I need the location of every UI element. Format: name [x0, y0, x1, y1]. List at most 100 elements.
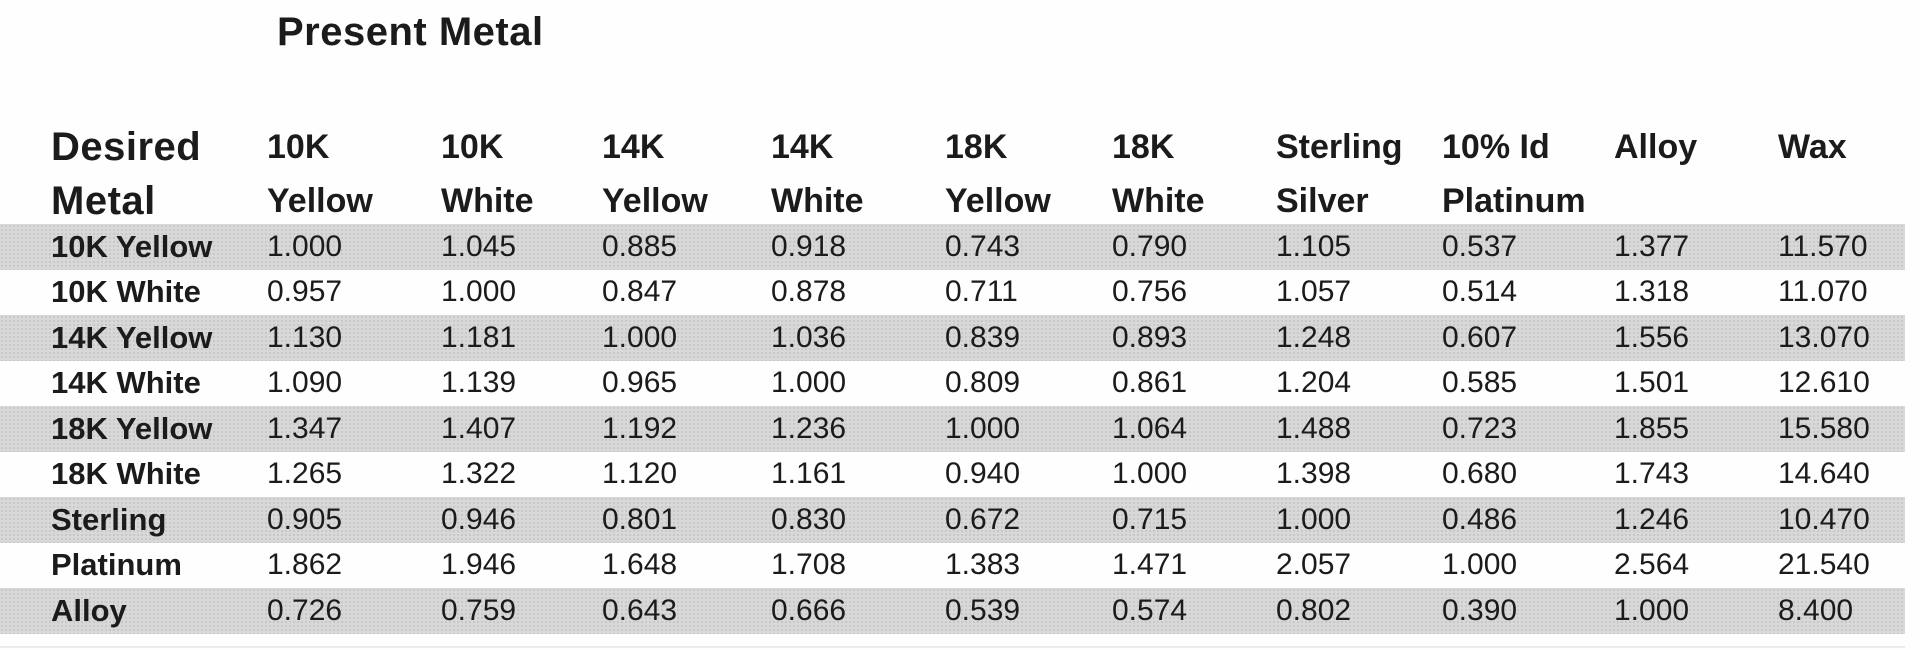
- cell-value: 1.471: [1112, 548, 1188, 582]
- cell-value: 1.265: [267, 457, 343, 491]
- column-header-line1: 10K: [441, 128, 504, 166]
- cell-value: 1.045: [441, 229, 517, 263]
- cell-value: 11.070: [1778, 275, 1868, 309]
- cell-value: 0.847: [602, 275, 678, 309]
- column-header-line2: Wax: [1778, 128, 1847, 166]
- cell-value: 1.064: [1112, 411, 1188, 445]
- cell-value: 0.893: [1112, 320, 1188, 354]
- table-row-14k-white: 14K White 1.090 1.139 0.965 1.000 0.809 …: [0, 361, 1905, 407]
- cell-value: 1.855: [1614, 411, 1690, 445]
- cell-value: 1.139: [441, 366, 517, 400]
- column-header-line1: 10% Id: [1442, 128, 1550, 166]
- cell-value: 2.057: [1276, 548, 1352, 582]
- cell-value: 21.540: [1778, 548, 1870, 582]
- column-header-line2: Yellow: [267, 182, 373, 220]
- cell-value: 0.830: [771, 502, 847, 536]
- row-label: 18K Yellow: [51, 410, 213, 446]
- cell-value: 1.377: [1614, 229, 1690, 263]
- cell-value: 1.946: [441, 548, 517, 582]
- cell-value: 0.607: [1442, 320, 1518, 354]
- table-row-alloy: Alloy 0.726 0.759 0.643 0.666 0.539 0.57…: [0, 588, 1905, 634]
- cell-value: 1.000: [1276, 502, 1352, 536]
- scan-artifact-line: [0, 646, 1905, 648]
- column-header-line2: Alloy: [1614, 128, 1698, 166]
- column-header-line2: White: [771, 182, 864, 220]
- cell-value: 1.862: [267, 548, 343, 582]
- row-label: Alloy: [51, 592, 127, 628]
- column-header-line2: Platinum: [1442, 182, 1586, 220]
- cell-value: 0.940: [945, 457, 1021, 491]
- cell-value: 0.585: [1442, 366, 1518, 400]
- cell-value: 0.537: [1442, 229, 1518, 263]
- cell-value: 15.580: [1778, 411, 1870, 445]
- cell-value: 0.878: [771, 275, 847, 309]
- cell-value: 1.192: [602, 411, 678, 445]
- row-label: Platinum: [51, 547, 182, 583]
- cell-value: 0.965: [602, 366, 678, 400]
- cell-value: 0.861: [1112, 366, 1188, 400]
- column-header-line1: 14K: [771, 128, 834, 166]
- cell-value: 1.057: [1276, 275, 1352, 309]
- row-label: Sterling: [51, 501, 167, 537]
- column-header-line1: 10K: [267, 128, 330, 166]
- cell-value: 0.715: [1112, 502, 1188, 536]
- column-header-line2: Silver: [1276, 182, 1369, 220]
- cell-value: 1.036: [771, 320, 847, 354]
- cell-value: 1.204: [1276, 366, 1352, 400]
- cell-value: 1.407: [441, 411, 517, 445]
- cell-value: 1.000: [1442, 548, 1518, 582]
- column-header-line2: Yellow: [602, 182, 708, 220]
- cell-value: 0.711: [945, 275, 1018, 309]
- column-header-10k-yellow: 10K Yellow: [267, 120, 441, 228]
- column-header-wax: Wax: [1778, 120, 1905, 228]
- cell-value: 12.610: [1778, 366, 1870, 400]
- column-header-line1: Sterling: [1276, 128, 1403, 166]
- cell-value: 0.802: [1276, 593, 1352, 627]
- cell-value: 1.000: [1614, 593, 1690, 627]
- cell-value: 1.000: [771, 366, 847, 400]
- cell-value: 0.672: [945, 502, 1021, 536]
- cell-value: 0.643: [602, 593, 678, 627]
- cell-value: 1.246: [1614, 502, 1690, 536]
- cell-value: 0.790: [1112, 229, 1188, 263]
- page-title: Present Metal: [277, 10, 544, 54]
- corner-header: Desired Metal: [0, 120, 267, 228]
- cell-value: 0.801: [602, 502, 678, 536]
- cell-value: 1.708: [771, 548, 847, 582]
- cell-value: 0.723: [1442, 411, 1518, 445]
- cell-value: 0.539: [945, 593, 1021, 627]
- cell-value: 1.000: [1112, 457, 1188, 491]
- column-header-18k-white: 18K White: [1112, 120, 1276, 228]
- column-header-sterling-silver: Sterling Silver: [1276, 120, 1442, 228]
- table-row-18k-yellow: 18K Yellow 1.347 1.407 1.192 1.236 1.000…: [0, 406, 1905, 452]
- row-label: 18K White: [51, 456, 201, 492]
- cell-value: 1.105: [1276, 229, 1352, 263]
- table-row-18k-white: 18K White 1.265 1.322 1.120 1.161 0.940 …: [0, 452, 1905, 498]
- cell-value: 0.574: [1112, 593, 1188, 627]
- cell-value: 1.347: [267, 411, 343, 445]
- cell-value: 8.400: [1778, 593, 1854, 627]
- cell-value: 0.514: [1442, 275, 1518, 309]
- cell-value: 0.756: [1112, 275, 1188, 309]
- row-label: 14K Yellow: [51, 319, 213, 355]
- cell-value: 14.640: [1778, 457, 1870, 491]
- column-header-18k-yellow: 18K Yellow: [945, 120, 1112, 228]
- cell-value: 0.486: [1442, 502, 1518, 536]
- cell-value: 1.000: [602, 320, 678, 354]
- table-row-platinum: Platinum 1.862 1.946 1.648 1.708 1.383 1…: [0, 543, 1905, 589]
- cell-value: 10.470: [1778, 502, 1870, 536]
- row-label: 14K White: [51, 365, 201, 401]
- cell-value: 1.000: [945, 411, 1021, 445]
- column-header-10k-white: 10K White: [441, 120, 602, 228]
- cell-value: 0.759: [441, 593, 517, 627]
- cell-value: 1.556: [1614, 320, 1690, 354]
- cell-value: 13.070: [1778, 320, 1870, 354]
- row-label: 10K Yellow: [51, 228, 213, 264]
- table-row-10k-yellow: 10K Yellow 1.000 1.045 0.885 0.918 0.743…: [0, 224, 1905, 270]
- cell-value: 1.090: [267, 366, 343, 400]
- corner-header-line1: Desired: [51, 125, 202, 169]
- column-header-line1: 14K: [602, 128, 665, 166]
- column-header-line2: White: [441, 182, 534, 220]
- cell-value: 1.488: [1276, 411, 1352, 445]
- column-header-line1: 18K: [1112, 128, 1175, 166]
